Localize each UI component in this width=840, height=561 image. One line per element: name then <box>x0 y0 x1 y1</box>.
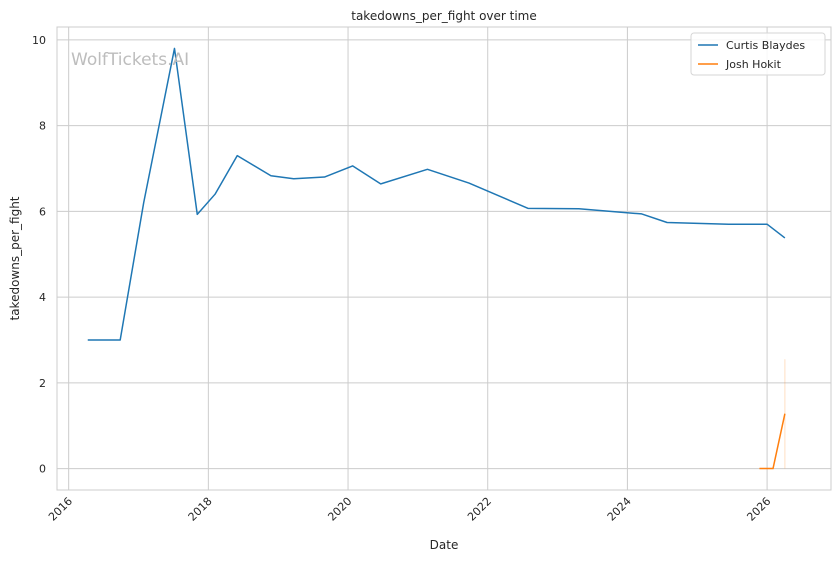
watermark-text: WolfTickets.AI <box>71 50 189 70</box>
y-axis: 0 2 4 6 8 10 <box>32 34 46 476</box>
x-axis-label: Date <box>430 538 459 552</box>
y-tick-label: 10 <box>32 34 46 47</box>
y-tick-label: 0 <box>39 463 46 476</box>
series-line <box>759 413 786 470</box>
y-tick-label: 4 <box>39 291 46 304</box>
y-tick-label: 8 <box>39 120 46 133</box>
legend-label: Josh Hokit <box>725 58 782 71</box>
y-tick-label: 6 <box>39 205 46 218</box>
legend-label: Curtis Blaydes <box>726 39 805 52</box>
chart-title: takedowns_per_fight over time <box>351 9 537 23</box>
series-line <box>87 47 786 341</box>
series-layer <box>87 47 786 470</box>
y-axis-label: takedowns_per_fight <box>8 196 22 320</box>
y-tick-label: 2 <box>39 377 46 390</box>
gridlines <box>57 27 831 490</box>
legend: Curtis Blaydes Josh Hokit <box>690 32 826 76</box>
plot-frame <box>56 26 832 491</box>
legend-box <box>690 32 826 76</box>
